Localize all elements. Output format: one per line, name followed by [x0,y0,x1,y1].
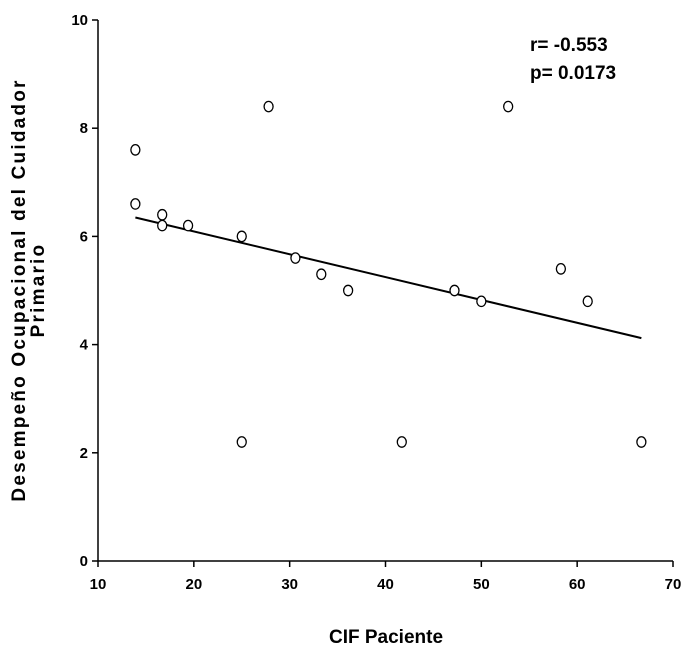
y-axis-title-line-1: Desempeño Ocupacional del Cuidador [9,78,30,501]
data-point [316,268,327,281]
data-point [157,219,168,232]
x-axis-title: CIF Paciente [329,627,443,646]
data-point [503,100,514,113]
p-value-annotation: p= 0.0173 [530,63,616,84]
data-point [555,263,567,275]
data-point [263,100,274,113]
trendline-layer [135,216,642,340]
x-tick-label: 60 [569,576,586,593]
x-tick-label: 20 [185,576,202,593]
y-tick-label: 6 [80,228,88,245]
x-tick-label: 40 [377,576,394,593]
data-point [582,295,593,308]
data-point [130,143,141,156]
data-point [290,252,301,264]
x-tick-label: 10 [90,576,107,593]
x-tick-label: 50 [473,576,490,593]
y-tick-label: 10 [71,12,88,29]
data-point [449,284,460,297]
y-axis-title-line-2: Primario [28,243,49,338]
data-point [157,208,168,221]
y-tick-label: 2 [80,445,88,462]
y-tick-label: 4 [80,337,89,354]
correlation-annotation: r= -0.553 [530,35,608,56]
y-ticks: 0 2 4 6 8 10 [71,12,98,570]
data-point [236,436,247,448]
x-tick-label: 70 [665,576,681,593]
data-point [182,219,194,232]
data-point [342,284,354,297]
data-point [396,436,407,448]
data-point [130,198,141,210]
axes [97,20,673,562]
data-point [236,230,247,243]
data-point [636,436,647,448]
x-ticks: 10 20 30 40 50 60 70 [90,561,681,593]
data-point [476,295,487,308]
x-tick-label: 30 [281,576,298,593]
trend-line [135,216,642,340]
points-layer [130,100,647,448]
y-tick-label: 8 [80,120,88,137]
y-tick-label: 0 [80,553,88,570]
